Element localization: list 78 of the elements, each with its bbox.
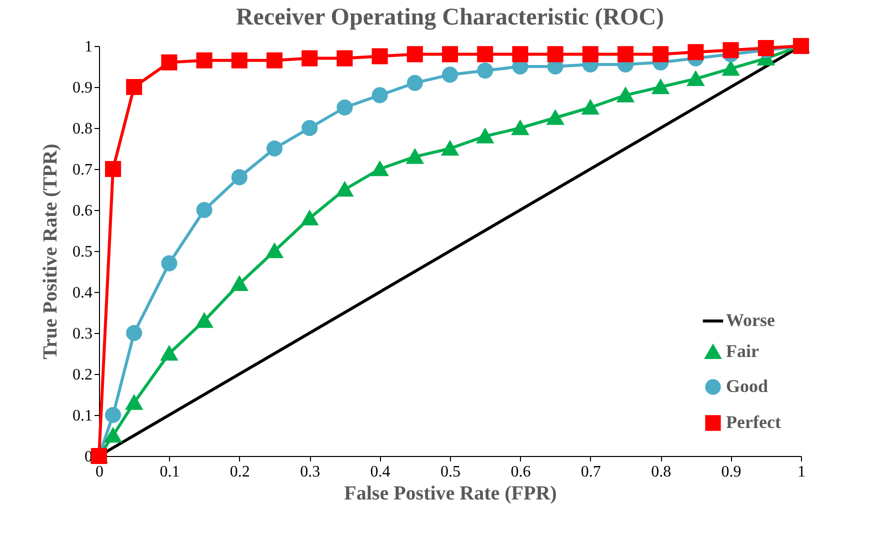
x-tick-label: 1 <box>798 464 806 480</box>
point <box>477 62 494 79</box>
point <box>126 78 142 96</box>
y-axis-title: True Positive Rate (TPR) <box>40 144 62 360</box>
point <box>196 202 212 218</box>
point <box>161 255 178 272</box>
y-tick-label: 0.8 <box>72 120 92 138</box>
point <box>406 74 423 91</box>
y-tick-label: 0.7 <box>72 162 92 178</box>
x-tick-label: 0.8 <box>651 464 672 480</box>
point <box>406 46 423 62</box>
point <box>161 346 178 361</box>
legend-label: Fair <box>726 341 759 361</box>
point <box>512 120 528 136</box>
point <box>336 182 353 197</box>
y-tick-label: 0.1 <box>72 408 92 424</box>
y-tick-label: 0.5 <box>72 244 92 260</box>
point <box>582 100 598 115</box>
point <box>196 314 212 328</box>
point <box>477 46 494 62</box>
point <box>442 66 458 83</box>
legend-label: Worse <box>726 310 775 330</box>
point <box>336 99 353 116</box>
point <box>688 44 704 60</box>
point <box>266 244 283 258</box>
point <box>302 50 318 66</box>
point <box>547 46 564 62</box>
y-tick-label: 0.4 <box>72 284 92 302</box>
point <box>105 406 122 424</box>
point <box>126 324 142 342</box>
point <box>617 88 634 102</box>
point <box>302 120 318 136</box>
point <box>161 54 178 70</box>
point <box>372 87 388 104</box>
point <box>652 46 669 62</box>
point <box>406 150 423 164</box>
point <box>722 61 739 76</box>
point <box>231 169 248 186</box>
point <box>105 160 122 178</box>
legend-label: Perfect <box>726 412 781 432</box>
x-tick-label: 0.5 <box>440 464 460 480</box>
x-tick-label: 0.1 <box>160 464 180 480</box>
point <box>442 46 458 62</box>
point <box>652 80 669 94</box>
point <box>688 72 704 86</box>
x-tick-label: 0 <box>96 464 104 480</box>
legend-label: Good <box>726 376 768 396</box>
point <box>617 46 634 62</box>
point <box>302 211 318 226</box>
chart-title: Receiver Operating Characteristic (ROC) <box>236 4 664 30</box>
point <box>582 46 598 62</box>
point <box>547 110 564 125</box>
point <box>231 276 248 291</box>
point <box>266 140 283 157</box>
point <box>372 162 388 176</box>
x-axis-title: False Postive Rate (FPR) <box>344 482 557 504</box>
point <box>336 50 353 66</box>
point <box>266 52 283 68</box>
point <box>231 52 248 68</box>
y-tick-label: 0.3 <box>72 326 92 342</box>
x-tick-label: 0.9 <box>721 464 742 480</box>
point <box>442 141 458 156</box>
x-tick-label: 0.2 <box>230 464 250 480</box>
point <box>372 48 388 64</box>
x-tick-label: 0.4 <box>370 464 390 480</box>
point <box>126 396 142 410</box>
point <box>512 46 528 62</box>
y-tick-label: 0.2 <box>72 366 92 384</box>
y-tick-label: 0.6 <box>72 202 92 220</box>
point <box>722 42 739 58</box>
y-tick-label: 0.9 <box>72 80 92 96</box>
point <box>105 428 122 443</box>
x-tick-label: 0.6 <box>510 464 531 480</box>
point <box>196 52 212 68</box>
x-tick-label: 0.7 <box>580 464 601 480</box>
y-tick-label: 1 <box>84 38 92 56</box>
point <box>477 129 494 144</box>
x-tick-label: 0.3 <box>300 464 320 480</box>
